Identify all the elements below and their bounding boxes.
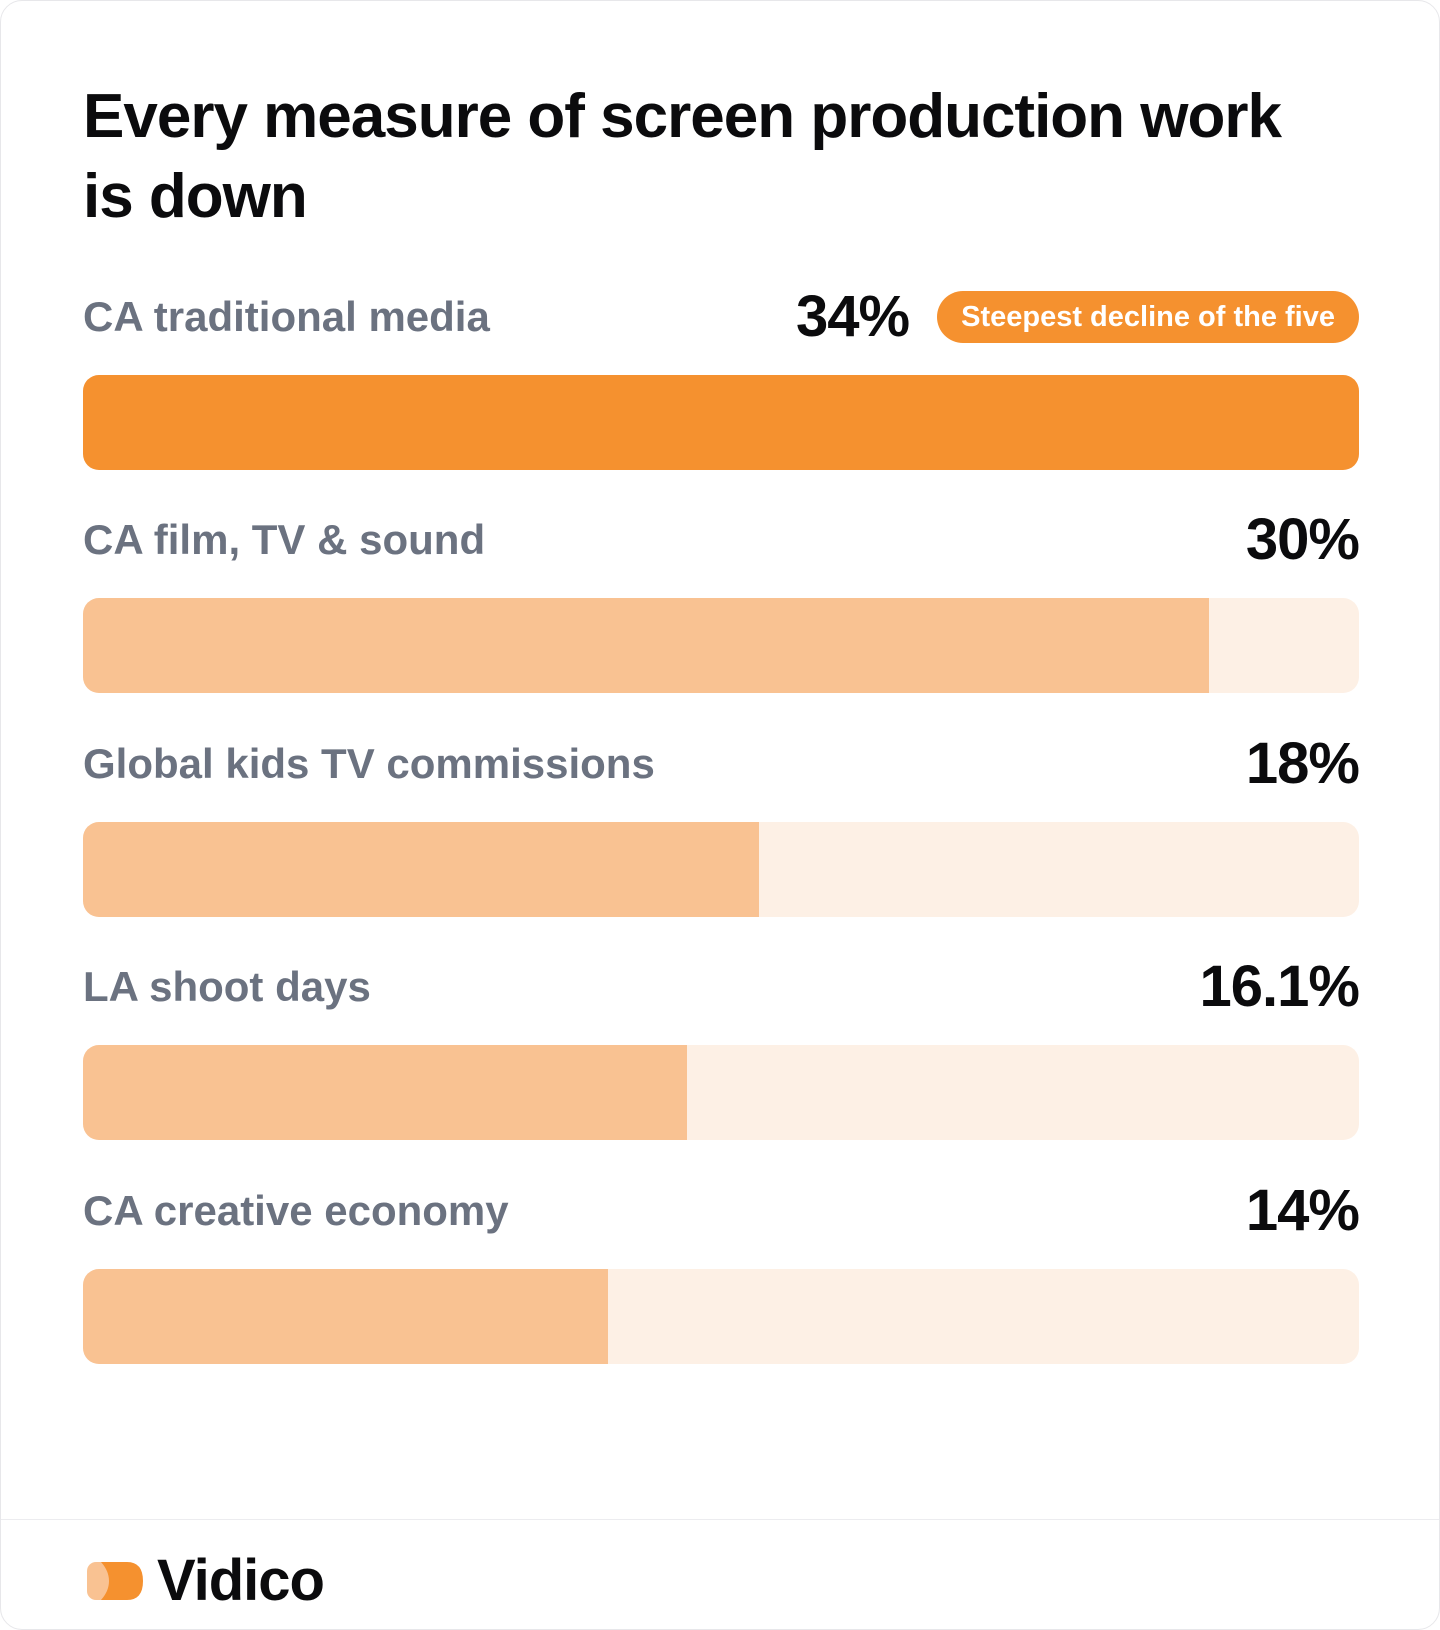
bar-value-label: 14% bbox=[1245, 1178, 1360, 1243]
play-badge-icon bbox=[87, 1562, 143, 1600]
bar-label: CA creative economy bbox=[83, 1187, 509, 1234]
bar bbox=[83, 598, 1209, 693]
bar-row: CA traditional media 34% Steepest decline … bbox=[83, 287, 1359, 470]
bar bbox=[83, 822, 759, 917]
chart-title: Every measure of screen production work … bbox=[83, 82, 1282, 231]
bar-value-group: 16.1% bbox=[1199, 954, 1360, 1019]
bar-track bbox=[83, 822, 1359, 917]
bar-value-label: 18% bbox=[1245, 731, 1360, 796]
bar-track bbox=[83, 598, 1359, 693]
bar-track bbox=[83, 1269, 1359, 1364]
bar-label: CA traditional media bbox=[83, 293, 490, 340]
bar bbox=[83, 1269, 608, 1364]
bar-value-label: 16.1% bbox=[1199, 954, 1360, 1019]
bar-track bbox=[83, 375, 1359, 470]
footer: Vidico bbox=[87, 1546, 325, 1616]
footer-divider bbox=[1, 1519, 1439, 1520]
bar-value-label: 34% bbox=[796, 284, 910, 349]
bar-value-group: 18% bbox=[1245, 731, 1360, 796]
bar-row: Global kids TV commissions 18% bbox=[83, 731, 1360, 917]
bar-value-group: 30% bbox=[1245, 507, 1360, 572]
bar-track bbox=[83, 1045, 1359, 1140]
bar bbox=[83, 375, 1359, 470]
bar-row: LA shoot days 16.1% bbox=[83, 954, 1360, 1140]
bar-label: LA shoot days bbox=[83, 963, 371, 1010]
bar-value-group: 14% bbox=[1245, 1178, 1360, 1243]
bar bbox=[83, 1045, 687, 1140]
bar-chart: CA traditional media 34% Steepest decline … bbox=[83, 1, 1360, 1451]
bar-label: Global kids TV commissions bbox=[83, 740, 655, 787]
bar-row: CA film, TV & sound 30% bbox=[83, 507, 1360, 693]
bar-row: CA creative economy 14% bbox=[83, 1178, 1360, 1364]
bar-label: CA film, TV & sound bbox=[83, 516, 486, 563]
bar-value-label: 30% bbox=[1245, 507, 1360, 572]
brand-name: Vidico bbox=[157, 1548, 325, 1613]
bar-value-group: 34% Steepest decline of the five bbox=[796, 287, 1359, 347]
annotation-badge: Steepest decline of the five bbox=[937, 291, 1359, 343]
